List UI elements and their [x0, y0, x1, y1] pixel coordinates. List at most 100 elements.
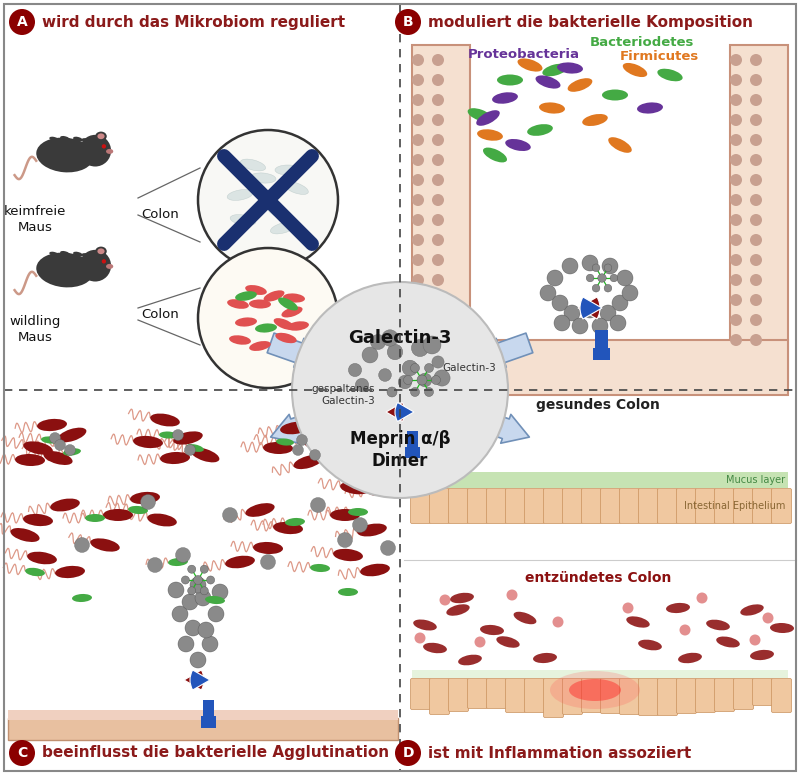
Circle shape	[432, 234, 444, 246]
Ellipse shape	[85, 514, 105, 522]
Circle shape	[412, 154, 424, 166]
Circle shape	[188, 565, 196, 574]
Ellipse shape	[266, 204, 290, 220]
FancyBboxPatch shape	[506, 488, 526, 523]
Circle shape	[412, 234, 424, 246]
Ellipse shape	[275, 332, 297, 343]
Ellipse shape	[666, 603, 690, 613]
Circle shape	[439, 594, 450, 605]
Ellipse shape	[174, 432, 202, 445]
Ellipse shape	[235, 318, 257, 326]
FancyBboxPatch shape	[525, 488, 545, 523]
FancyBboxPatch shape	[677, 488, 697, 523]
Ellipse shape	[147, 514, 177, 526]
Circle shape	[730, 334, 742, 346]
Ellipse shape	[27, 552, 57, 564]
Circle shape	[730, 194, 742, 206]
FancyBboxPatch shape	[658, 678, 678, 715]
Ellipse shape	[10, 528, 39, 542]
Circle shape	[222, 508, 238, 522]
Circle shape	[432, 134, 444, 146]
Ellipse shape	[496, 636, 520, 648]
Ellipse shape	[246, 503, 274, 517]
Ellipse shape	[360, 563, 390, 577]
Circle shape	[762, 612, 774, 624]
Bar	[8, 718, 398, 740]
Ellipse shape	[557, 63, 583, 74]
Ellipse shape	[23, 441, 53, 455]
Text: Meprin α/β
Dimer: Meprin α/β Dimer	[350, 430, 450, 470]
Ellipse shape	[263, 291, 285, 301]
Circle shape	[417, 372, 433, 388]
Ellipse shape	[357, 524, 387, 536]
Circle shape	[387, 387, 397, 397]
Circle shape	[750, 134, 762, 146]
FancyBboxPatch shape	[506, 678, 526, 712]
Bar	[407, 431, 418, 449]
Ellipse shape	[82, 253, 91, 258]
Ellipse shape	[55, 566, 85, 578]
Ellipse shape	[638, 639, 662, 650]
Circle shape	[414, 342, 426, 354]
Circle shape	[425, 363, 434, 373]
Text: entzündetes Colon: entzündetes Colon	[525, 571, 671, 585]
Circle shape	[750, 154, 762, 166]
Ellipse shape	[133, 436, 163, 448]
Circle shape	[412, 194, 424, 206]
Ellipse shape	[250, 173, 276, 183]
Circle shape	[9, 740, 35, 766]
Circle shape	[412, 274, 424, 286]
Circle shape	[410, 388, 419, 397]
Circle shape	[730, 54, 742, 66]
Circle shape	[412, 174, 424, 186]
Circle shape	[208, 606, 224, 622]
Bar	[412, 45, 470, 385]
Circle shape	[173, 429, 183, 440]
Ellipse shape	[533, 653, 557, 663]
Ellipse shape	[582, 114, 608, 126]
Wedge shape	[580, 297, 602, 319]
Text: B: B	[402, 15, 414, 29]
Circle shape	[410, 363, 419, 373]
Wedge shape	[578, 297, 600, 319]
Ellipse shape	[287, 322, 309, 331]
Ellipse shape	[235, 291, 257, 301]
FancyBboxPatch shape	[753, 488, 773, 523]
Circle shape	[612, 295, 628, 311]
FancyBboxPatch shape	[582, 678, 602, 712]
Circle shape	[425, 388, 434, 397]
Ellipse shape	[25, 568, 45, 576]
Text: moduliert die bakterielle Komposition: moduliert die bakterielle Komposition	[428, 15, 753, 29]
Ellipse shape	[273, 522, 303, 534]
Ellipse shape	[90, 539, 120, 552]
Text: Galectin-3: Galectin-3	[442, 363, 496, 373]
Text: wird durch das Mikrobiom reguliert: wird durch das Mikrobiom reguliert	[42, 15, 345, 29]
Circle shape	[432, 114, 444, 126]
Circle shape	[750, 314, 762, 326]
FancyBboxPatch shape	[734, 678, 754, 709]
FancyBboxPatch shape	[582, 488, 602, 523]
Ellipse shape	[278, 298, 298, 311]
Circle shape	[182, 576, 190, 584]
Ellipse shape	[36, 138, 94, 172]
FancyBboxPatch shape	[467, 488, 487, 523]
Text: ist mit Inflammation assoziiert: ist mit Inflammation assoziiert	[428, 746, 691, 760]
Ellipse shape	[190, 448, 219, 463]
Circle shape	[554, 315, 570, 331]
Circle shape	[602, 258, 618, 274]
FancyBboxPatch shape	[449, 678, 469, 711]
Text: Mucus layer: Mucus layer	[726, 475, 785, 485]
FancyBboxPatch shape	[771, 678, 791, 712]
Ellipse shape	[103, 509, 133, 521]
Text: Intestinal Epithelium: Intestinal Epithelium	[684, 501, 785, 511]
Circle shape	[610, 274, 618, 282]
FancyBboxPatch shape	[695, 488, 715, 523]
FancyBboxPatch shape	[601, 488, 621, 523]
Circle shape	[679, 625, 690, 636]
Ellipse shape	[255, 323, 277, 332]
Ellipse shape	[568, 78, 592, 91]
FancyBboxPatch shape	[486, 488, 506, 523]
Circle shape	[168, 582, 184, 598]
Text: Colon: Colon	[141, 308, 179, 322]
Circle shape	[310, 498, 326, 512]
